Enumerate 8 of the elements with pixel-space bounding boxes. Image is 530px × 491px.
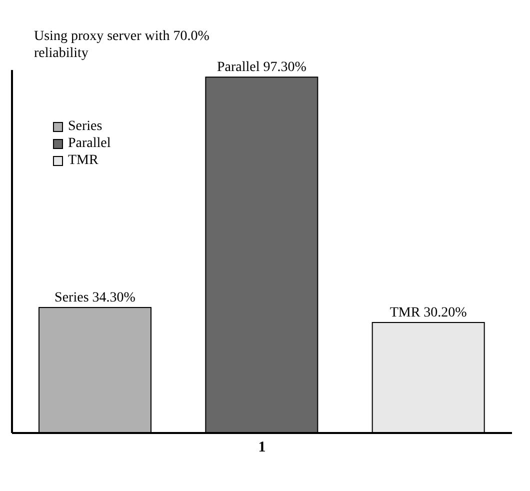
- legend-label: TMR: [68, 152, 98, 169]
- legend-label: Series: [68, 118, 102, 135]
- chart-title: Using proxy server with 70.0% reliability: [34, 28, 210, 62]
- data-label: Parallel 97.30%: [216, 60, 307, 76]
- data-label: TMR 30.20%: [390, 306, 468, 321]
- x-tick-label: 1: [258, 440, 266, 456]
- legend-label: Parallel: [68, 135, 111, 152]
- data-label: Series 34.30%: [54, 290, 136, 306]
